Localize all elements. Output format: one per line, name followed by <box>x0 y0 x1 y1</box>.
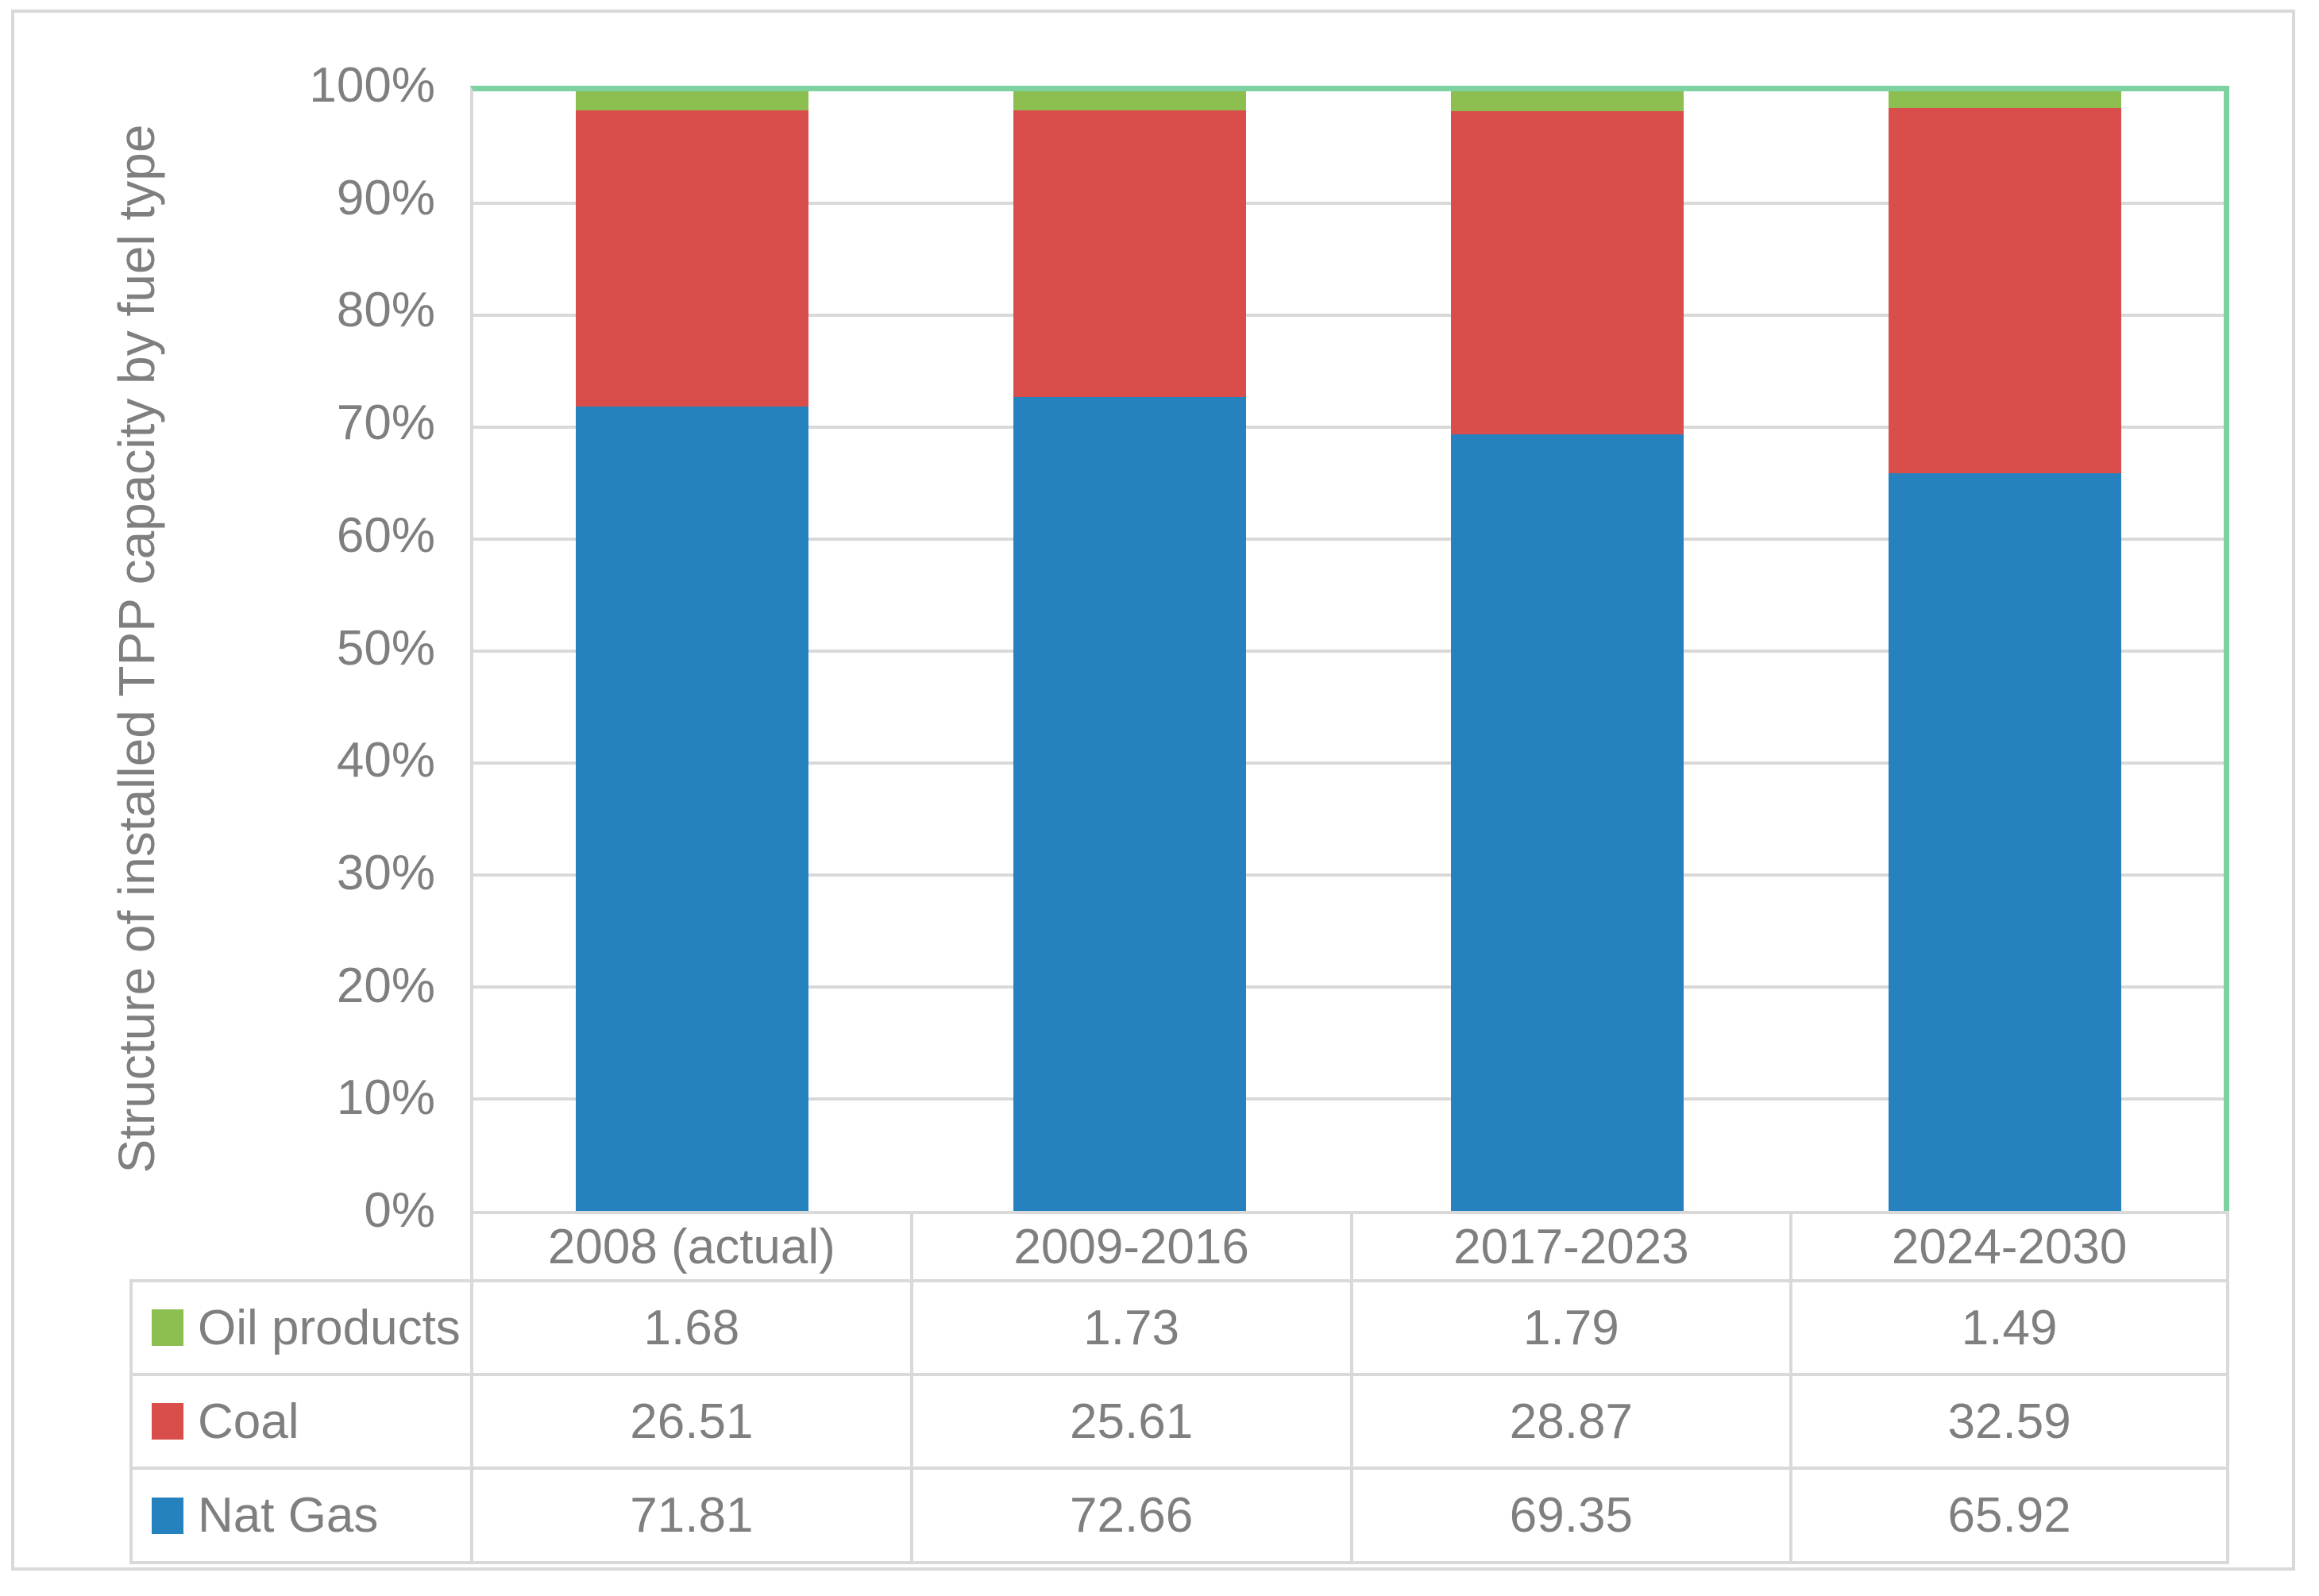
bar-segment-oil-products-2008-actual <box>576 91 808 110</box>
legend-key-oil-products: Oil products <box>129 1282 470 1376</box>
y-tick-label-70pct: 70% <box>336 395 435 451</box>
table-header-2009-2016: 2009-2016 <box>909 1211 1350 1282</box>
bar-2008-actual <box>576 91 808 1211</box>
category-slot-2024-2030 <box>1786 91 2224 1211</box>
table-value-coal-2017-2023: 28.87 <box>1349 1376 1790 1470</box>
table-value-oil-products-2009-2016: 1.73 <box>909 1282 1350 1376</box>
table-value-coal-2008-actual: 26.51 <box>470 1376 910 1470</box>
category-slot-2009-2016 <box>911 91 1349 1211</box>
table-value-coal-2024-2030: 32.59 <box>1789 1376 2229 1470</box>
y-tick-label-0pct: 0% <box>364 1183 435 1238</box>
bar-segment-nat-gas-2008-actual <box>576 407 808 1211</box>
gridline-40pct <box>473 538 2224 541</box>
bar-segment-oil-products-2024-2030 <box>1889 91 2121 108</box>
gridline-30pct <box>473 426 2224 429</box>
table-header-2017-2023: 2017-2023 <box>1349 1211 1790 1282</box>
y-tick-label-20pct: 20% <box>336 958 435 1013</box>
plot-area <box>470 86 2229 1211</box>
legend-swatch-nat-gas <box>152 1497 183 1534</box>
table-header-2024-2030: 2024-2030 <box>1789 1211 2229 1282</box>
bars <box>473 91 2224 1211</box>
bar-segment-coal-2009-2016 <box>1013 110 1246 398</box>
y-axis-title: Structure of installed TPP capacity by f… <box>108 124 165 1174</box>
y-tick-label-100pct: 100% <box>309 58 435 113</box>
table-value-nat-gas-2024-2030: 65.92 <box>1789 1470 2229 1564</box>
legend-label-nat-gas: Nat Gas <box>198 1488 379 1543</box>
bar-segment-nat-gas-2017-2023 <box>1451 434 1684 1211</box>
bar-segment-oil-products-2017-2023 <box>1451 91 1684 112</box>
y-tick-label-60pct: 60% <box>336 507 435 563</box>
legend-key-nat-gas: Nat Gas <box>129 1470 470 1564</box>
bar-segment-coal-2008-actual <box>576 110 808 407</box>
legend-label-oil-products: Oil products <box>198 1300 461 1355</box>
legend-swatch-oil-products <box>152 1309 183 1346</box>
gridline-20pct <box>473 314 2224 317</box>
legend-label-coal: Coal <box>198 1394 299 1449</box>
legend-swatch-coal <box>152 1403 183 1440</box>
bar-2017-2023 <box>1451 91 1684 1211</box>
table-value-oil-products-2017-2023: 1.79 <box>1349 1282 1790 1376</box>
table-value-oil-products-2008-actual: 1.68 <box>470 1282 910 1376</box>
gridline-10pct <box>473 202 2224 205</box>
gridline-70pct <box>473 873 2224 877</box>
y-tick-label-50pct: 50% <box>336 620 435 676</box>
bar-2024-2030 <box>1889 91 2121 1211</box>
bar-segment-nat-gas-2009-2016 <box>1013 397 1246 1211</box>
data-table: 2008 (actual) 2009-2016 2017-2023 2024-2030… <box>129 1211 2229 1564</box>
bar-segment-coal-2017-2023 <box>1451 111 1684 435</box>
gridline-80pct <box>473 985 2224 989</box>
bar-segment-coal-2024-2030 <box>1889 108 2121 473</box>
table-value-coal-2009-2016: 25.61 <box>909 1376 1350 1470</box>
bar-segment-nat-gas-2024-2030 <box>1889 472 2121 1211</box>
table-value-nat-gas-2008-actual: 71.81 <box>470 1470 910 1564</box>
legend-key-coal: Coal <box>129 1376 470 1470</box>
y-tick-label-10pct: 10% <box>336 1070 435 1126</box>
table-header-2008-actual: 2008 (actual) <box>470 1211 910 1282</box>
gridline-60pct <box>473 761 2224 765</box>
gridline-90pct <box>473 1097 2224 1101</box>
table-value-oil-products-2024-2030: 1.49 <box>1789 1282 2229 1376</box>
table-value-nat-gas-2017-2023: 69.35 <box>1349 1470 1790 1564</box>
y-tick-label-40pct: 40% <box>336 733 435 788</box>
table-value-nat-gas-2009-2016: 72.66 <box>909 1470 1350 1564</box>
y-tick-label-90pct: 90% <box>336 170 435 226</box>
y-tick-label-30pct: 30% <box>336 845 435 900</box>
y-tick-label-80pct: 80% <box>336 283 435 338</box>
gridline-50pct <box>473 650 2224 653</box>
table-header-spacer <box>129 1211 470 1282</box>
bar-2009-2016 <box>1013 91 1246 1211</box>
bar-segment-oil-products-2009-2016 <box>1013 91 1246 111</box>
category-slot-2017-2023 <box>1349 91 1786 1211</box>
category-slot-2008-actual <box>473 91 911 1211</box>
